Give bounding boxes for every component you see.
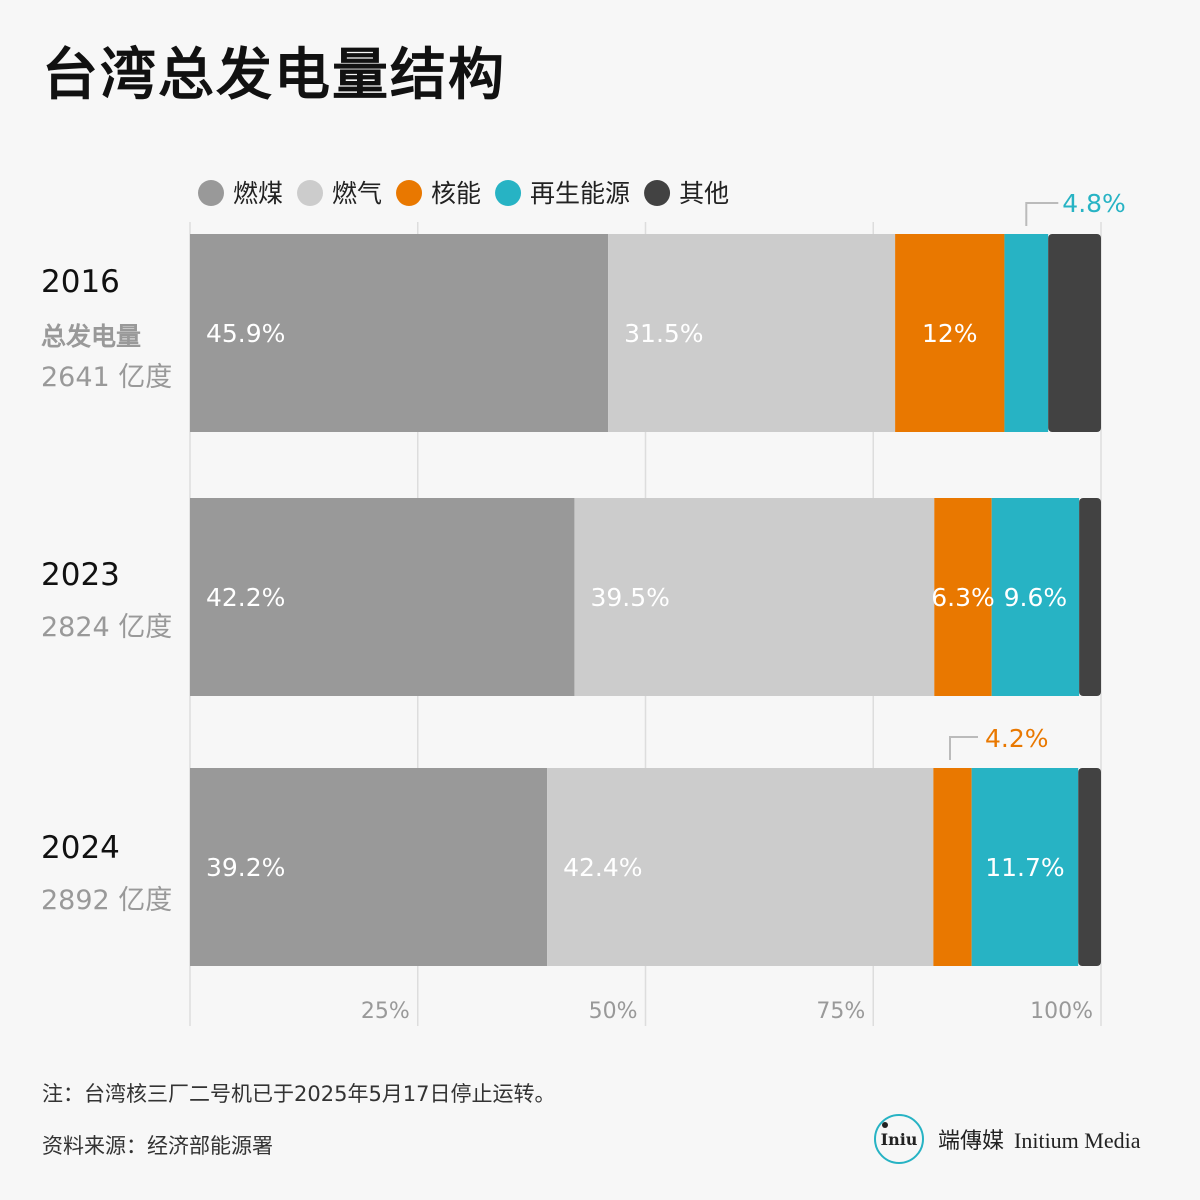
data-label: 39.5% <box>590 583 669 612</box>
bar-2024-2 <box>933 768 972 966</box>
bar-2016-1 <box>608 234 896 432</box>
bar-2024-4 <box>1078 768 1101 966</box>
row-year-label: 2024 <box>41 830 120 866</box>
row-total-label: 2892 亿度 <box>41 885 172 916</box>
chart-source: 资料来源：经济部能源署 <box>42 1134 273 1158</box>
bar-2023-1 <box>574 498 935 696</box>
brand: Iniu 端傳媒 Initium Media <box>874 1114 1141 1164</box>
data-label: 42.4% <box>563 853 642 882</box>
data-label: 31.5% <box>624 319 703 348</box>
bar-2023-4 <box>1079 498 1101 696</box>
chart-title: 台湾总发电量结构 <box>42 43 506 108</box>
callout-line-renewable-2016 <box>1025 202 1059 226</box>
brand-en: Initium Media <box>1014 1128 1141 1153</box>
row-total-label: 2641 亿度 <box>41 362 172 393</box>
callout-line-nuclear-2024 <box>949 736 978 760</box>
row-sub-label: 总发电量 <box>41 322 141 351</box>
bar-2024-1 <box>547 768 934 966</box>
x-tick-label: 75% <box>816 999 865 1024</box>
bar-2023-3 <box>991 498 1080 696</box>
data-label: 39.2% <box>206 853 285 882</box>
bar-2024-3 <box>971 768 1079 966</box>
row-total-label: 2824 亿度 <box>41 612 172 643</box>
data-label: 6.3% <box>931 583 995 612</box>
data-label: 11.7% <box>985 853 1064 882</box>
legend-label: 再生能源 <box>530 179 630 208</box>
legend-swatch-0 <box>198 180 224 206</box>
legend-swatch-4 <box>644 180 671 206</box>
chart-note: 注：台湾核三厂二号机已于2025年5月17日停止运转。 <box>42 1082 556 1106</box>
bar-2024-0 <box>190 768 548 966</box>
data-label-callout: 4.8% <box>1062 189 1126 218</box>
legend-swatch-2 <box>396 180 423 206</box>
data-label: 45.9% <box>206 319 285 348</box>
legend-label: 其他 <box>679 179 729 208</box>
data-label: 12% <box>922 319 978 348</box>
row-year-label: 2023 <box>41 557 120 593</box>
data-label: 42.2% <box>206 583 285 612</box>
x-tick-label: 50% <box>589 999 638 1024</box>
legend-label: 燃煤 <box>233 179 283 208</box>
stacked-bar-chart: 25% 50% 75% 100% 燃煤 燃气 核能 再生能源 其他 45.9% 31.5% 12% 4.… <box>41 179 1126 1026</box>
brand-cn: 端傳媒 <box>938 1129 1005 1154</box>
brand-text: 端傳媒 Initium Media <box>938 1123 1141 1155</box>
legend-swatch-3 <box>495 180 522 206</box>
x-tick-label: 25% <box>361 999 410 1024</box>
bar-2023-2 <box>934 498 992 696</box>
row-year-label: 2016 <box>41 264 120 300</box>
bar-2016-2 <box>895 234 1005 432</box>
legend-swatch-1 <box>297 180 324 206</box>
legend-label: 燃气 <box>332 179 382 208</box>
bar-2016-4 <box>1048 234 1101 432</box>
data-label: 9.6% <box>1004 583 1068 612</box>
bar-2016-3 <box>1004 234 1049 432</box>
data-label-callout: 4.2% <box>985 724 1049 753</box>
brand-logo-icon: Iniu <box>874 1114 924 1164</box>
x-tick-label: 100% <box>1030 999 1093 1024</box>
bar-2023-0 <box>190 498 575 696</box>
legend-label: 核能 <box>431 179 481 208</box>
bar-2016-0 <box>190 234 609 432</box>
